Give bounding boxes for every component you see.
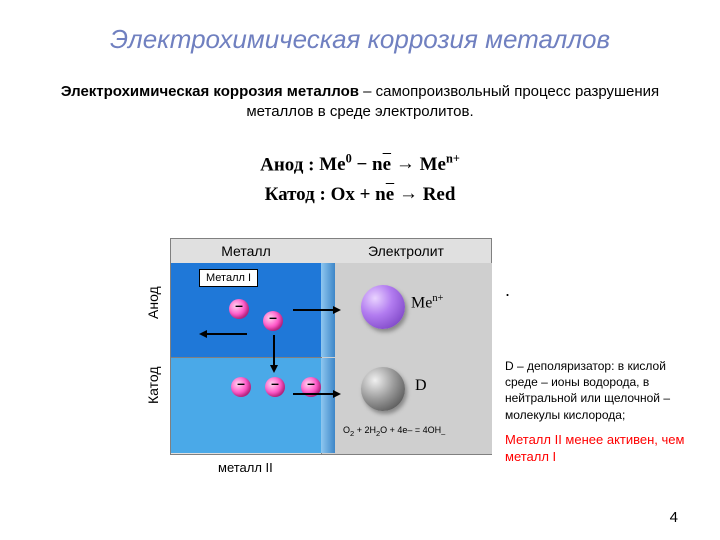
cathode-reaction-text: O2 + 2H2O + 4e– = 4OH– [343, 425, 445, 438]
side-label-cathode: Катод [145, 380, 161, 404]
metal-cell-cathode [171, 358, 321, 453]
anode-equation: Анод : Me0 − ne → Men+ [0, 150, 720, 180]
column-header-metal: Металл [171, 239, 322, 264]
definition-bold: Электрохимическая коррозия металлов [61, 83, 359, 100]
slide-title: Электрохимическая коррозия металлов [0, 24, 720, 55]
arrow [207, 333, 247, 335]
side-note-red: Металл II менее активен, чем металл I [505, 431, 700, 466]
arrow [273, 335, 275, 365]
half-reaction-equations: Анод : Me0 − ne → Men+ Катод : Ox + ne →… [0, 150, 720, 209]
cation-sphere [361, 285, 405, 329]
depolarizer-sphere [361, 367, 405, 411]
page-number: 4 [670, 509, 678, 526]
arrow-head [199, 330, 207, 338]
slide: Электрохимическая коррозия металлов Элек… [0, 0, 720, 540]
side-note-plain: D – деполяризатор: в кислой среде – ионы… [505, 359, 670, 422]
side-label-anode: Анод [145, 295, 161, 319]
depolarizer-label: D [415, 377, 427, 395]
metal-edge [321, 358, 335, 453]
electron [265, 377, 285, 397]
arrow [293, 309, 333, 311]
arrow [293, 393, 333, 395]
cation-label: Men+ [411, 293, 443, 312]
column-header-electrolyte: Электролит [321, 239, 491, 264]
cathode-equation: Катод : Ox + ne → Red [0, 180, 720, 209]
corrosion-diagram: Металл Электролит Анод Катод Металл I Me… [170, 238, 492, 455]
arrow-head [333, 306, 341, 314]
metal-two-caption: металл II [218, 460, 273, 475]
arrow-head [333, 390, 341, 398]
metal-one-label-box: Металл I [199, 269, 258, 287]
side-note: D – деполяризатор: в кислой среде – ионы… [505, 358, 700, 466]
dot-marker: . [505, 280, 510, 301]
electron [263, 311, 283, 331]
definition-text: Электрохимическая коррозия металлов – са… [60, 82, 660, 123]
electron [229, 299, 249, 319]
arrow-head [270, 365, 278, 373]
electron [231, 377, 251, 397]
